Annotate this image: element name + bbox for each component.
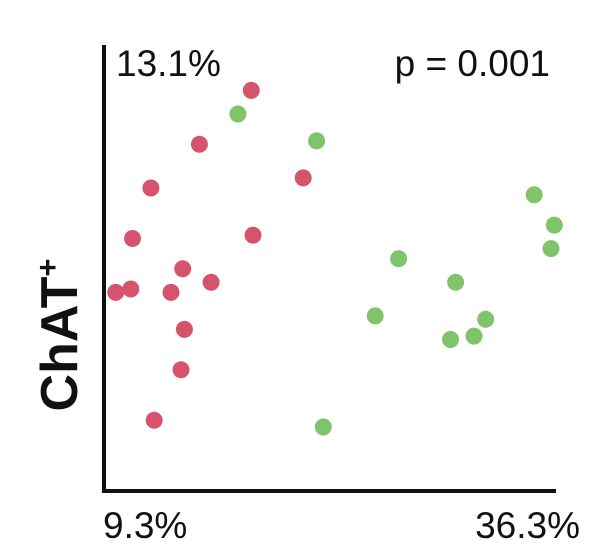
- x-max-tick-label: 36.3%: [475, 505, 580, 546]
- data-point-series-2-8: [465, 327, 483, 345]
- data-point-series-1-1: [107, 283, 125, 301]
- points-layer: [107, 81, 563, 436]
- data-point-series-2-1: [229, 105, 247, 123]
- data-point-series-2-6: [442, 331, 459, 348]
- data-point-series-1-9: [175, 320, 193, 338]
- data-point-series-2-10: [525, 186, 543, 204]
- data-point-series-1-4: [142, 179, 160, 197]
- data-point-series-1-13: [244, 226, 262, 244]
- data-point-series-2-9: [477, 310, 495, 328]
- data-point-series-1-7: [172, 361, 190, 379]
- data-point-series-2-4: [366, 307, 384, 325]
- data-point-series-1-10: [190, 135, 208, 153]
- data-point-series-2-2: [308, 132, 326, 150]
- data-point-series-2-3: [314, 418, 332, 436]
- data-point-series-1-12: [242, 81, 260, 99]
- data-point-series-1-11: [202, 273, 220, 291]
- data-point-series-1-2: [122, 280, 140, 298]
- y-max-tick-label: 13.1%: [116, 43, 221, 84]
- data-point-series-2-5: [390, 250, 408, 268]
- data-point-series-1-5: [145, 411, 163, 429]
- y-axis-label: ChAT+: [30, 259, 89, 412]
- data-point-series-1-3: [124, 230, 141, 247]
- data-point-series-1-6: [162, 283, 180, 301]
- x-min-tick-label: 9.3%: [103, 505, 187, 546]
- y-axis-label-main: ChAT: [31, 276, 89, 411]
- p-value-annotation: p = 0.001: [395, 43, 550, 84]
- data-point-series-1-8: [174, 260, 192, 278]
- data-point-series-2-11: [542, 240, 560, 258]
- data-point-series-2-7: [447, 273, 465, 291]
- y-axis-label-superscript: +: [30, 259, 65, 277]
- data-point-series-1-14: [294, 169, 312, 187]
- data-point-series-2-12: [545, 216, 563, 234]
